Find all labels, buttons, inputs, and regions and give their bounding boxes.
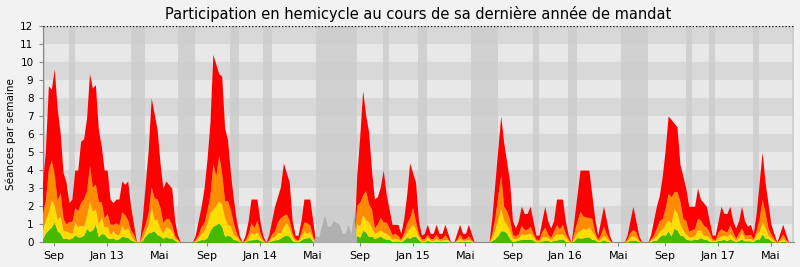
Bar	[42, 98, 794, 116]
Bar	[42, 116, 794, 134]
Bar	[710, 26, 715, 242]
Bar	[42, 7, 794, 26]
Bar	[262, 26, 272, 242]
Bar	[42, 26, 46, 242]
Bar	[42, 170, 794, 188]
Bar	[754, 26, 759, 242]
Bar	[42, 80, 794, 98]
Bar	[533, 26, 539, 242]
Bar	[42, 188, 794, 206]
Bar	[42, 26, 794, 44]
Bar	[42, 152, 794, 170]
Bar	[383, 26, 389, 242]
Bar	[178, 26, 195, 242]
Bar	[42, 44, 794, 62]
Bar	[568, 26, 577, 242]
Bar	[791, 26, 798, 242]
Bar	[230, 26, 239, 242]
Bar	[621, 26, 647, 242]
Bar	[69, 26, 75, 242]
Y-axis label: Séances par semaine: Séances par semaine	[6, 78, 16, 190]
Bar	[686, 26, 692, 242]
Bar	[42, 206, 794, 224]
Bar	[316, 26, 357, 242]
Title: Participation en hemicycle au cours de sa dernière année de mandat: Participation en hemicycle au cours de s…	[166, 6, 671, 22]
Bar	[42, 224, 794, 242]
Bar	[418, 26, 427, 242]
Bar	[471, 26, 498, 242]
Bar	[42, 62, 794, 80]
Bar	[130, 26, 146, 242]
Bar	[42, 134, 794, 152]
